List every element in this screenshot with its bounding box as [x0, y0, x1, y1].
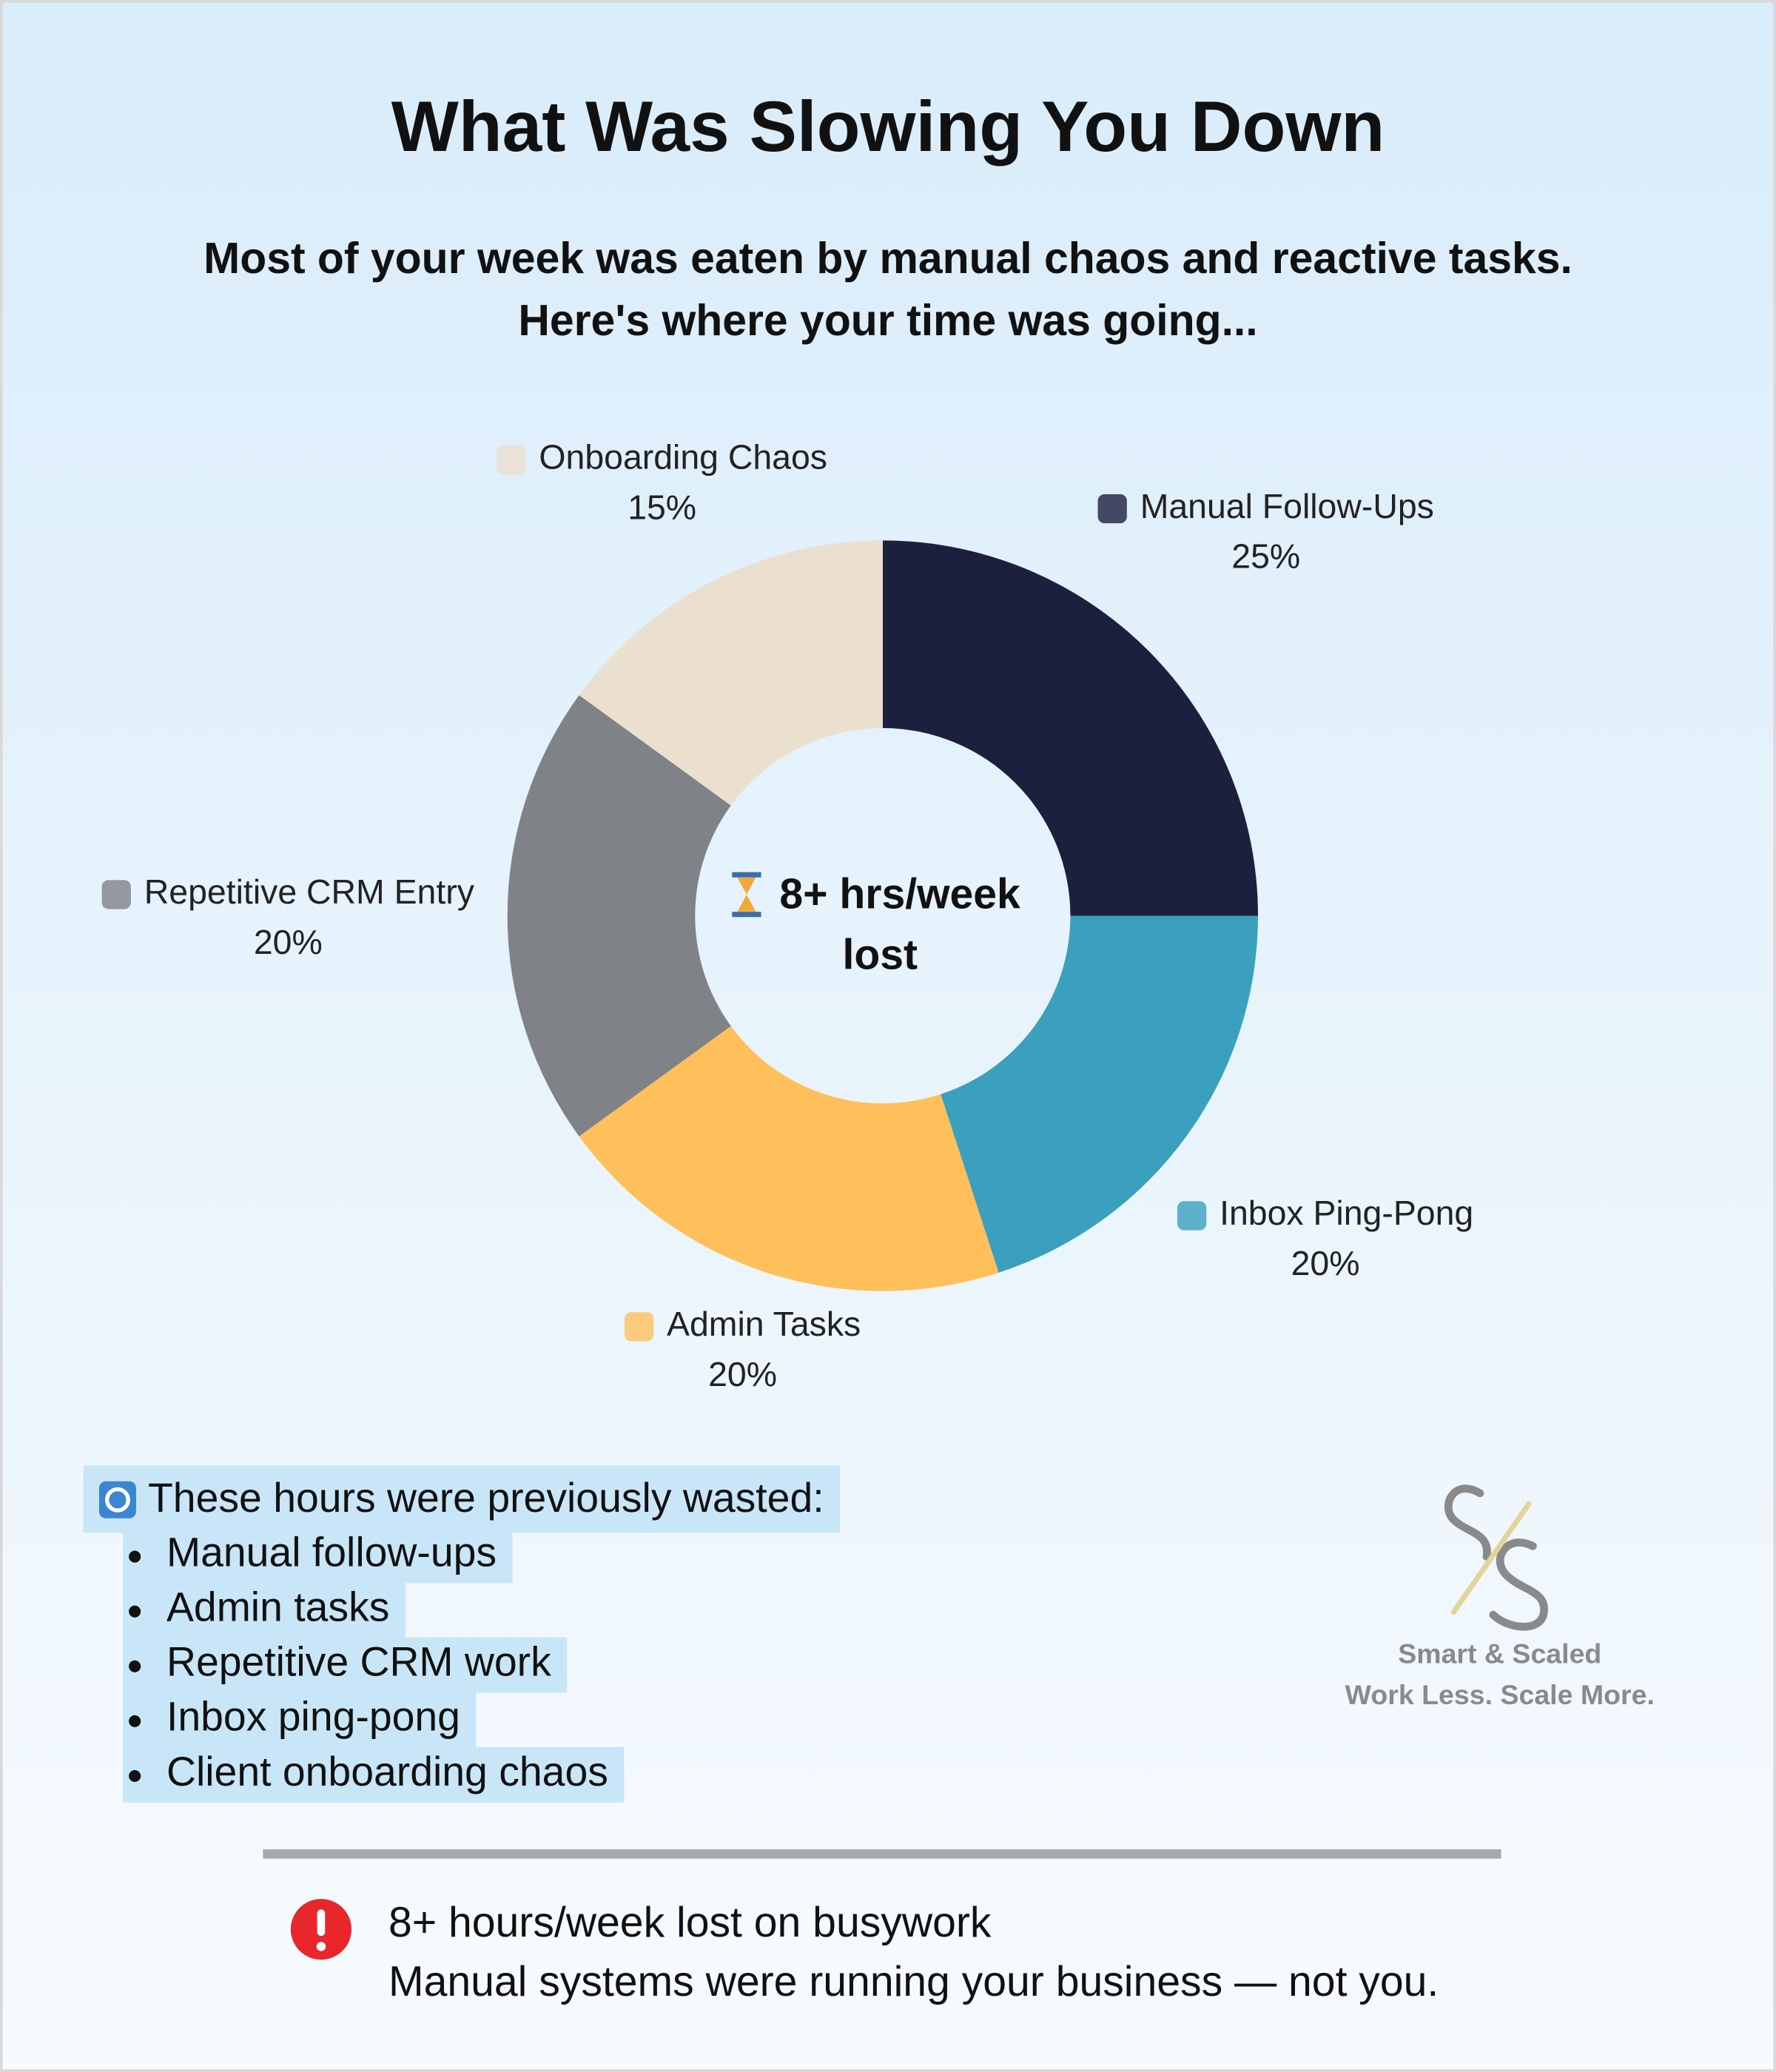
segment-label: Manual Follow-Ups — [1140, 487, 1434, 525]
subtitle: Most of your week was eaten by manual ch… — [204, 235, 1572, 283]
highlight — [123, 1746, 625, 1803]
refresh-icon — [104, 1487, 130, 1513]
notes-item: Manual follow-ups — [166, 1529, 497, 1575]
notes-item: Repetitive CRM work — [166, 1639, 551, 1685]
donut-segment — [882, 540, 1258, 916]
center-label: lost — [843, 932, 918, 979]
donut-segment — [941, 915, 1258, 1273]
value-label: 15% — [628, 488, 696, 527]
donut-segment — [579, 540, 883, 806]
notes-item: Admin tasks — [166, 1584, 389, 1630]
alert-text: Manual systems were running your busines… — [388, 1958, 1439, 2005]
value-label: 25% — [1231, 537, 1300, 576]
highlight — [123, 1637, 568, 1693]
value-label: 20% — [1291, 1244, 1360, 1282]
brand-tagline: Work Less. Scale More. — [1345, 1679, 1655, 1710]
label-icon — [624, 1312, 654, 1342]
label-icon — [497, 445, 526, 475]
highlight — [123, 1527, 513, 1584]
alert-icon — [316, 1942, 326, 1951]
segment-label: Admin Tasks — [667, 1305, 861, 1343]
alert-icon — [317, 1909, 326, 1937]
refresh-icon — [98, 1481, 136, 1518]
notes-item: Inbox ping-pong — [166, 1694, 460, 1740]
donut-chart — [507, 540, 1258, 1291]
highlight — [123, 1582, 406, 1638]
brand-name: Smart & Scaled — [1398, 1638, 1601, 1669]
title: What Was Slowing You Down — [391, 87, 1385, 166]
label-icon — [1097, 494, 1127, 524]
value-label: 20% — [708, 1355, 777, 1393]
alert-text: 8+ hours/week lost on busywork — [388, 1899, 992, 1946]
label-icon — [1177, 1201, 1207, 1231]
segment-label: Inbox Ping-Pong — [1220, 1194, 1473, 1232]
bullet — [129, 1605, 141, 1618]
donut-segment — [507, 695, 731, 1137]
notes-heading: These hours were previously wasted: — [148, 1475, 824, 1521]
bullet — [129, 1550, 141, 1563]
center-label: 8+ hrs/week — [779, 871, 1020, 918]
notes-list: These hours were previously wasted: Manua… — [83, 1465, 841, 1803]
notes-item: Client onboarding chaos — [166, 1749, 608, 1794]
subtitle: Here's where your time was going... — [518, 297, 1257, 345]
bullet — [129, 1715, 141, 1727]
bullet — [129, 1660, 141, 1672]
segment-label: Onboarding Chaos — [539, 438, 827, 477]
bullet — [129, 1769, 141, 1783]
segment-label: Repetitive CRM Entry — [144, 872, 475, 911]
logo — [1444, 1484, 1548, 1631]
value-label: 20% — [254, 923, 323, 961]
label-icon — [101, 880, 131, 909]
highlight — [123, 1692, 477, 1748]
donut-segment — [579, 1026, 999, 1291]
highlight — [83, 1465, 841, 1533]
